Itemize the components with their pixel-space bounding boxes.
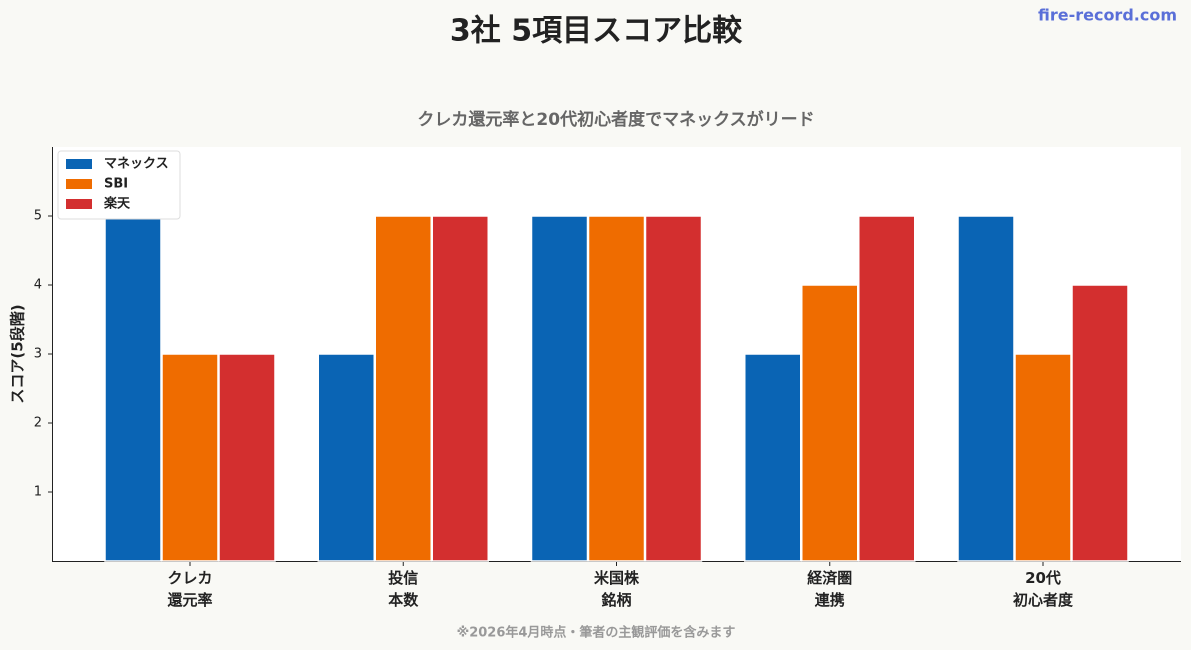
- y-tick-label: 1: [34, 485, 42, 500]
- bar: [161, 353, 219, 562]
- legend-label: 楽天: [103, 196, 131, 212]
- bar: [317, 353, 375, 562]
- bar: [431, 215, 489, 562]
- x-tick-label: 20代初心者度: [1013, 569, 1074, 609]
- bar: [957, 215, 1015, 562]
- bar: [1014, 353, 1072, 562]
- legend-swatch: [66, 199, 92, 209]
- bar: [801, 284, 859, 562]
- legend-swatch: [66, 179, 92, 189]
- bar: [744, 353, 802, 562]
- y-tick-label: 4: [34, 278, 42, 293]
- y-tick-label: 5: [34, 209, 42, 224]
- y-tick-label: 2: [34, 416, 42, 431]
- legend-swatch: [66, 159, 92, 169]
- watermark: fire-record.com: [1038, 6, 1177, 25]
- bar: [858, 215, 916, 562]
- bar: [104, 215, 162, 562]
- x-tick-label: 米国株銘柄: [594, 569, 640, 609]
- bar: [374, 215, 432, 562]
- subtitle: クレカ還元率と20代初心者度でマネックスがリード: [417, 109, 814, 130]
- chart-title: 3社 5項目スコア比較: [450, 14, 743, 49]
- x-tick-label: 投信本数: [388, 569, 419, 609]
- legend-label: SBI: [104, 177, 128, 192]
- bar: [218, 353, 276, 562]
- bar: [644, 215, 703, 562]
- y-tick-label: 3: [34, 347, 42, 362]
- x-tick-label: 経済圏連携: [807, 569, 852, 609]
- bar: [587, 215, 646, 562]
- bar: [1071, 284, 1129, 562]
- bar: [530, 215, 589, 562]
- footnote: ※2026年4月時点・筆者の主観評価を含みます: [457, 625, 736, 641]
- y-axis-label: スコア(5段階): [9, 304, 27, 403]
- x-tick-label: クレカ還元率: [167, 569, 212, 609]
- legend-label: マネックス: [104, 157, 169, 172]
